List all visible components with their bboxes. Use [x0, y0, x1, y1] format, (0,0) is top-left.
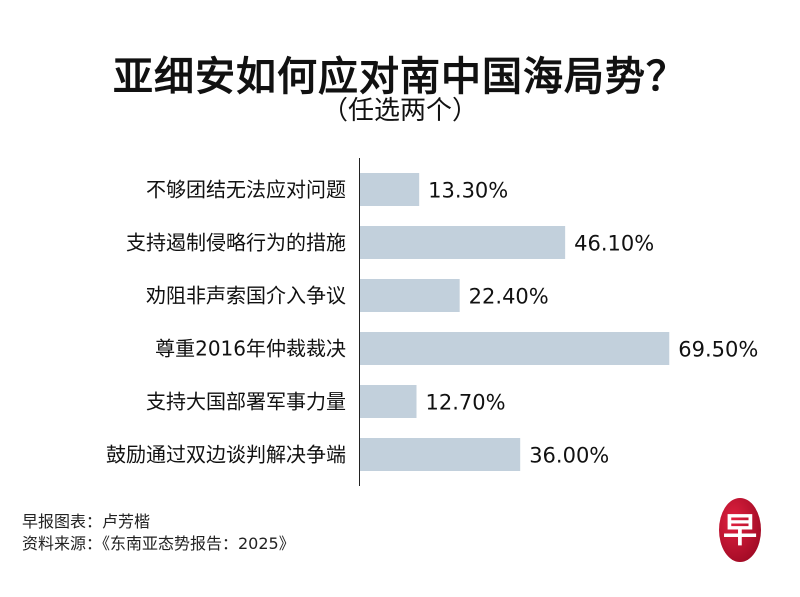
- bar: [360, 279, 460, 312]
- value-label: 13.30%: [428, 179, 508, 203]
- value-label: 22.40%: [469, 285, 549, 309]
- chart-credit: 早报图表：卢芳楷: [22, 512, 151, 531]
- value-label: 46.10%: [574, 232, 654, 256]
- category-label: 支持大国部署军事力量: [146, 390, 346, 414]
- bar: [360, 385, 417, 418]
- chart-title: 亚细安如何应对南中国海局势？: [113, 54, 687, 100]
- value-label: 69.50%: [678, 338, 758, 362]
- category-label: 不够团结无法应对问题: [146, 178, 346, 202]
- category-label: 劝阻非声索国介入争议: [146, 284, 346, 308]
- value-label: 12.70%: [426, 391, 506, 415]
- bar: [360, 173, 420, 206]
- svg-text:早: 早: [723, 511, 757, 551]
- chart-subtitle: （任选两个）: [321, 96, 478, 126]
- credits: 早报图表：卢芳楷 资料来源：《东南亚态势报告：2025》: [22, 511, 295, 555]
- bar: [360, 332, 670, 365]
- bar: [360, 438, 521, 471]
- bar-chart: 不够团结无法应对问题 13.30% 支持遏制侵略行为的措施 46.10% 劝阻非声索国介…: [106, 158, 758, 486]
- category-label: 支持遏制侵略行为的措施: [126, 231, 346, 255]
- category-label: 鼓励通过双边谈判解决争端: [106, 443, 346, 467]
- category-label: 尊重2016年仲裁裁决: [155, 337, 346, 361]
- source-credit: 资料来源：《东南亚态势报告：2025》: [22, 534, 295, 553]
- zaobao-logo-icon: 早: [719, 498, 761, 562]
- value-label: 36.00%: [529, 444, 609, 468]
- bar: [360, 226, 566, 259]
